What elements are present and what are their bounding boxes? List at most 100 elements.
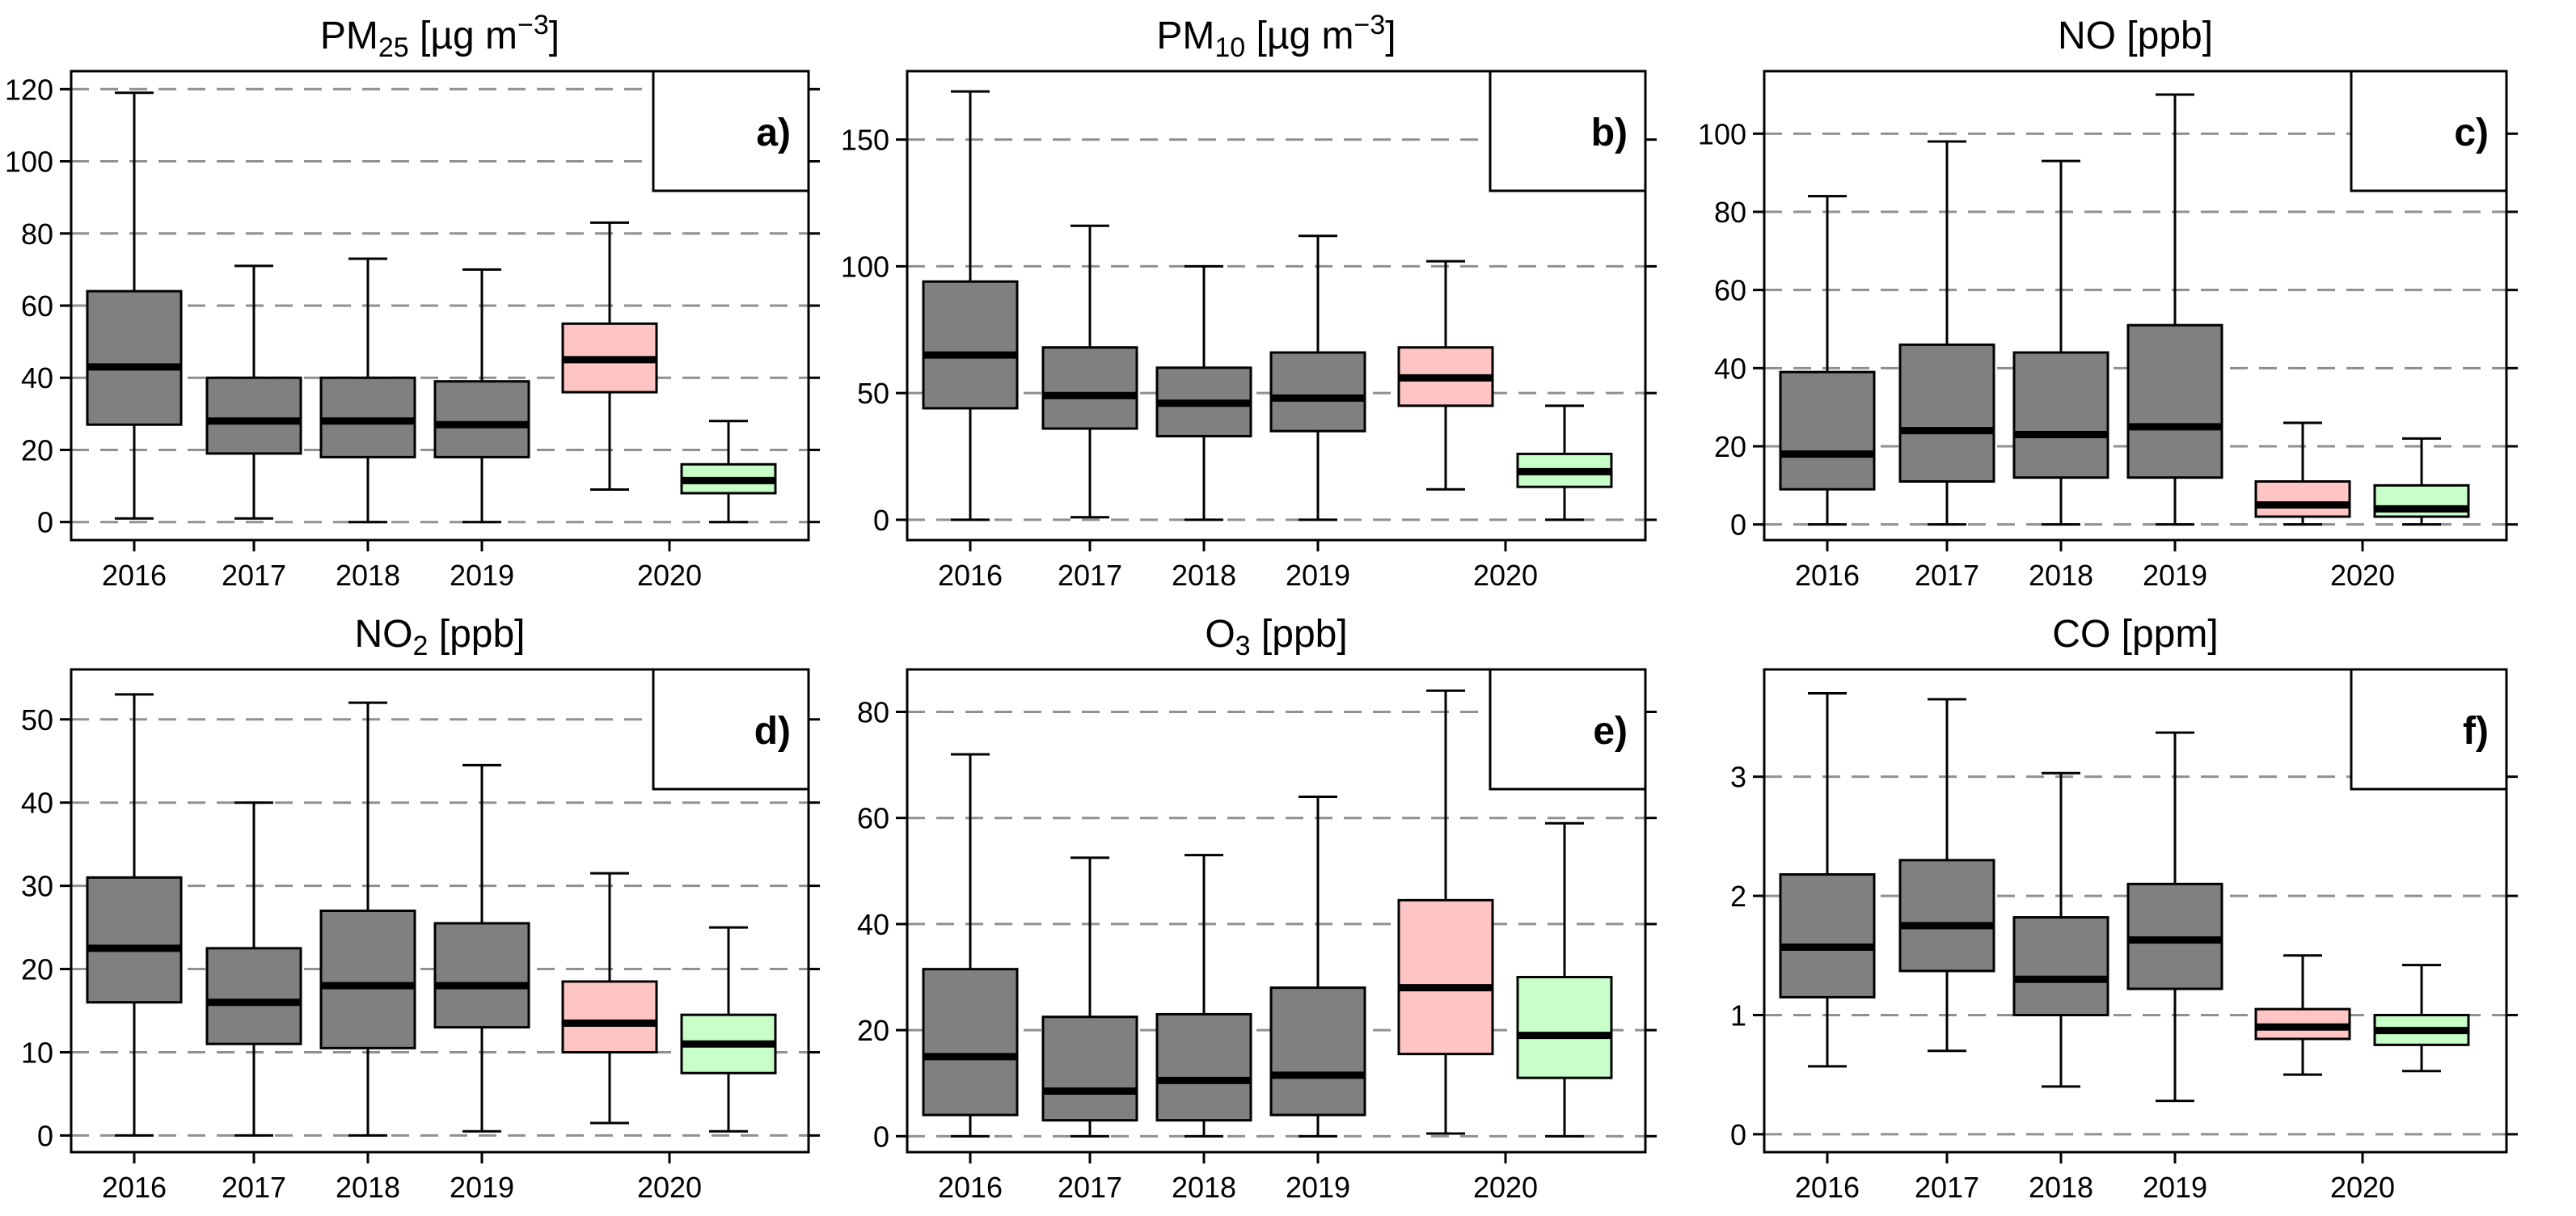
y-tick-label: 40 [21, 361, 53, 395]
title-main: PM [1156, 15, 1214, 57]
box-iqr [1516, 976, 1613, 1079]
box-no-2017 [1898, 140, 1995, 526]
plot-frame [906, 70, 1647, 542]
box-co-2018 [2012, 771, 2109, 1088]
y-tick-label: 80 [1714, 196, 1746, 229]
box-no-2016 [1779, 195, 1876, 526]
x-tick-label: 2020 [637, 1171, 702, 1204]
title-mu: µ [1267, 15, 1290, 57]
panel-letter: f) [2463, 710, 2489, 753]
box-iqr [1898, 343, 1995, 483]
x-tick-label: 2018 [2029, 559, 2093, 592]
y-tick-label: 40 [21, 787, 53, 820]
box-iqr [2254, 480, 2351, 518]
x-tick-label: 2016 [102, 559, 167, 592]
x-tick-label: 2018 [1172, 1171, 1236, 1204]
title-units: [ppb] [1251, 613, 1348, 656]
box-pm10-2020-post [1516, 404, 1613, 521]
x-tick-label: 2020 [2330, 559, 2395, 592]
panel-letter-box [652, 70, 810, 192]
box-iqr [922, 968, 1019, 1117]
box-no-2020-post [2373, 437, 2470, 526]
plot-frame [70, 668, 810, 1154]
box-pm10-2016 [922, 90, 1019, 521]
title-main: CO [ppm] [2052, 613, 2218, 656]
y-tick-label: 50 [21, 703, 53, 737]
panel-letter: b) [1591, 112, 1628, 154]
x-tick-label: 2018 [336, 1171, 400, 1204]
x-tick-label: 2019 [450, 1171, 514, 1204]
box-co-2020-pre [2254, 954, 2351, 1076]
y-tick-label: 20 [21, 433, 53, 467]
x-tick-label: 2017 [1058, 1171, 1122, 1204]
y-tick-label: 80 [21, 217, 53, 251]
title-unit_rest: g m [453, 15, 517, 57]
box-iqr [1898, 859, 1995, 973]
x-tick-label: 2019 [1286, 559, 1350, 592]
x-tick-label: 2017 [222, 559, 286, 592]
box-pm25-2017 [205, 264, 302, 520]
panel-title: PM25 [µg m−3] [320, 10, 560, 63]
x-tick-label: 2020 [1473, 559, 1538, 592]
panel-letter: e) [1593, 710, 1628, 753]
box-no-2020-pre [2254, 421, 2351, 526]
y-tick-label: 100 [1698, 117, 1746, 150]
title-sup: −3 [517, 10, 549, 40]
x-tick-label: 2019 [1286, 1171, 1350, 1204]
box-iqr [1041, 346, 1138, 430]
title-sup: −3 [1354, 10, 1386, 40]
box-co-2017 [1898, 698, 1995, 1053]
title-sub: 10 [1214, 32, 1245, 63]
x-tick-label: 2018 [1172, 559, 1236, 592]
title-units: [ppb] [428, 613, 525, 656]
x-tick-label: 2016 [938, 559, 1003, 592]
title-unit_rest: g m [1290, 15, 1354, 57]
box-iqr [205, 376, 302, 455]
box-o3-2017 [1041, 856, 1138, 1138]
panel-pm25: a) 0 20 40 60 80 100 120 2016 2017 2018 2019 2020 PM2… [5, 10, 820, 592]
title-sub: 3 [1235, 631, 1251, 661]
plot-frame [906, 668, 1647, 1154]
box-o3-2020-post [1516, 821, 1613, 1138]
box-no2-2019 [433, 763, 530, 1133]
x-tick-label: 2019 [2143, 559, 2207, 592]
box-iqr [1397, 898, 1494, 1056]
box-o3-2016 [922, 753, 1019, 1138]
box-iqr [205, 947, 302, 1045]
panel-o3: e) 0 20 40 60 80 2016 2017 2018 2019 2020 O3 [ppb] [857, 613, 1657, 1204]
panel-letter-box [1489, 668, 1647, 791]
panel-title: CO [ppm] [2052, 613, 2218, 656]
title-main: NO [ppb] [2058, 15, 2213, 57]
panel-title: O3 [ppb] [1205, 613, 1347, 661]
box-iqr [433, 922, 530, 1029]
title-units: [ [409, 15, 431, 57]
y-tick-label: 10 [21, 1036, 53, 1069]
x-tick-label: 2020 [1473, 1171, 1538, 1204]
box-iqr [2126, 323, 2223, 479]
box-pm25-2020-post [680, 420, 777, 524]
x-tick-label: 2019 [450, 559, 514, 592]
panel-co: f) 0 1 2 3 2016 2017 2018 2019 2020 CO [ppm] [1730, 613, 2518, 1204]
title-close: ] [549, 15, 560, 57]
y-tick-label: 60 [857, 802, 889, 835]
y-tick-label: 0 [37, 506, 53, 539]
y-tick-label: 60 [21, 289, 53, 323]
box-co-2016 [1779, 691, 1876, 1068]
title-sub: 25 [378, 32, 409, 63]
box-iqr [1155, 1012, 1252, 1122]
title-mu: µ [430, 15, 453, 57]
title-close: ] [1385, 15, 1396, 57]
y-tick-label: 100 [841, 250, 889, 283]
x-tick-label: 2017 [1915, 1171, 1979, 1204]
box-iqr [922, 280, 1019, 410]
panel-letter-box [1489, 70, 1647, 192]
box-pm25-2020-pre [561, 221, 658, 492]
box-no2-2017 [205, 801, 302, 1137]
x-tick-label: 2016 [102, 1171, 167, 1204]
y-tick-label: 0 [1730, 509, 1746, 542]
box-no2-2020-post [680, 926, 777, 1133]
title-main: O [1205, 613, 1235, 656]
y-tick-label: 1 [1730, 999, 1746, 1032]
x-tick-label: 2016 [1795, 1171, 1860, 1204]
